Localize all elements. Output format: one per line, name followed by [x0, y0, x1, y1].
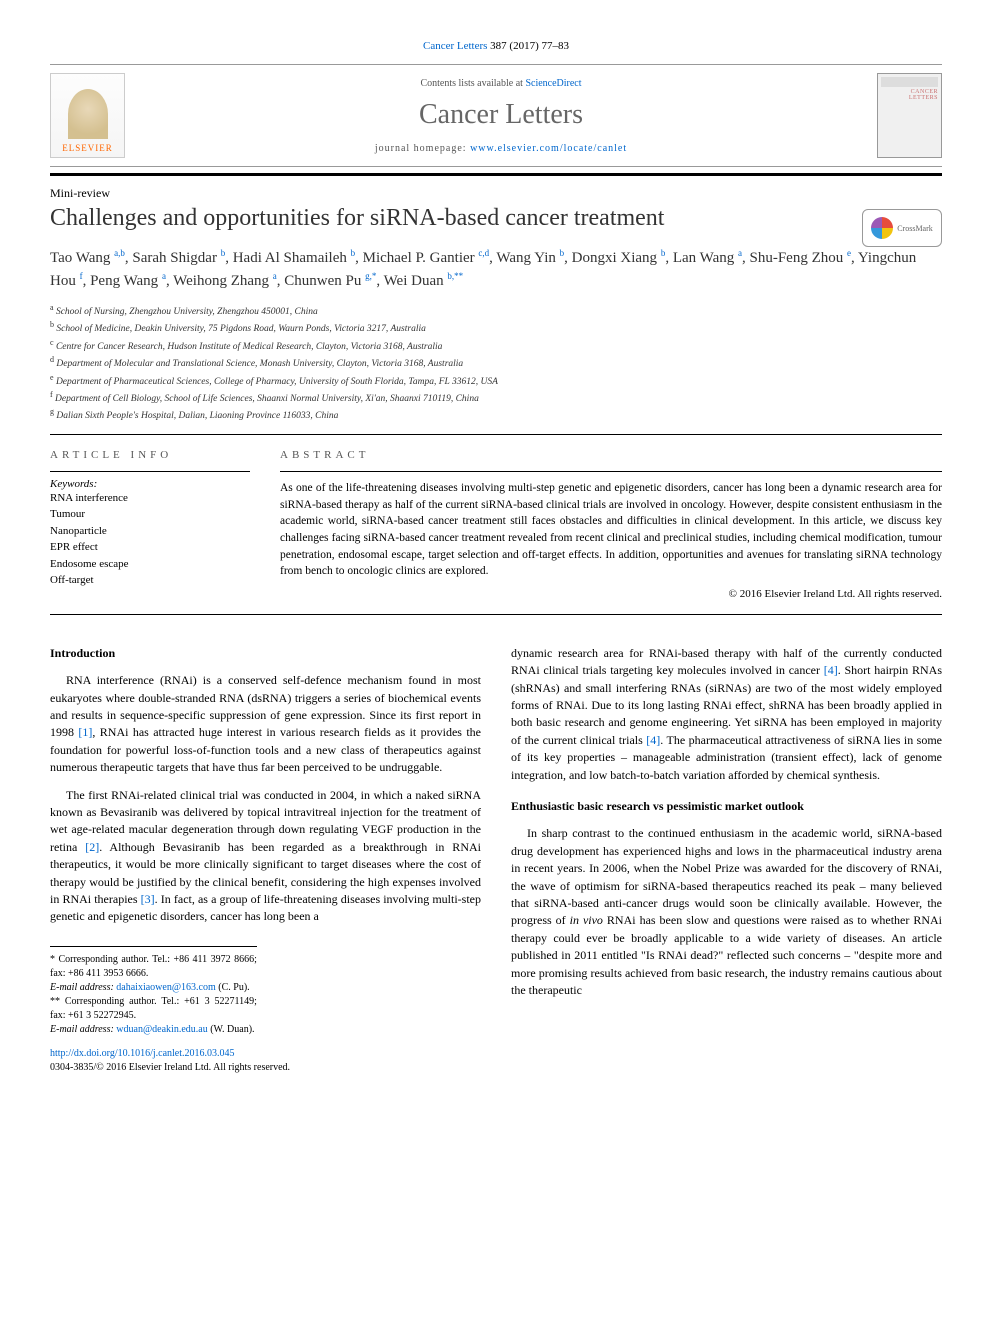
rule-thin [50, 471, 250, 472]
doi-block: http://dx.doi.org/10.1016/j.canlet.2016.… [50, 1047, 481, 1076]
journal-name: Cancer Letters [125, 99, 877, 131]
corresponding-author-1: * Corresponding author. Tel.: +86 411 39… [50, 953, 257, 981]
body-column-right: dynamic research area for RNAi-based the… [511, 645, 942, 1076]
affiliations-list: a School of Nursing, Zhengzhou Universit… [50, 302, 942, 424]
email-suffix: (W. Duan). [208, 1024, 255, 1035]
article-title: Challenges and opportunities for siRNA-b… [50, 205, 842, 232]
homepage-line: journal homepage: www.elsevier.com/locat… [125, 143, 877, 154]
section-heading-intro: Introduction [50, 645, 481, 662]
journal-cover-thumbnail[interactable]: CANCER LETTERS [877, 73, 942, 158]
citation-journal-link[interactable]: Cancer Letters [423, 40, 487, 52]
abstract-block: ABSTRACT As one of the life-threatening … [280, 449, 942, 600]
cover-badge-icon [881, 77, 938, 87]
crossmark-label: CrossMark [897, 224, 933, 233]
crossmark-badge[interactable]: CrossMark [862, 209, 942, 247]
email-line-1: E-mail address: dahaixiaowen@163.com (C.… [50, 981, 257, 995]
keywords-label: Keywords: [50, 478, 250, 490]
email-link-2[interactable]: wduan@deakin.edu.au [116, 1024, 207, 1035]
authors-list: Tao Wang a,b, Sarah Shigdar b, Hadi Al S… [50, 247, 942, 292]
affiliation-item: e Department of Pharmaceutical Sciences,… [50, 372, 942, 389]
elsevier-label: ELSEVIER [62, 143, 113, 153]
affiliation-item: f Department of Cell Biology, School of … [50, 389, 942, 406]
footnotes-block: * Corresponding author. Tel.: +86 411 39… [50, 946, 257, 1037]
cover-title: CANCER LETTERS [881, 89, 938, 101]
rule-thin [50, 434, 942, 435]
contents-prefix: Contents lists available at [420, 78, 525, 89]
email-label: E-mail address: [50, 982, 116, 993]
body-paragraph: In sharp contrast to the continued enthu… [511, 825, 942, 999]
email-line-2: E-mail address: wduan@deakin.edu.au (W. … [50, 1023, 257, 1037]
doi-link[interactable]: http://dx.doi.org/10.1016/j.canlet.2016.… [50, 1048, 235, 1059]
affiliation-item: a School of Nursing, Zhengzhou Universit… [50, 302, 942, 319]
body-paragraph: The first RNAi-related clinical trial wa… [50, 787, 481, 926]
abstract-text: As one of the life-threatening diseases … [280, 480, 942, 580]
affiliation-item: c Centre for Cancer Research, Hudson Ins… [50, 337, 942, 354]
issn-copyright: 0304-3835/© 2016 Elsevier Ireland Ltd. A… [50, 1061, 481, 1076]
keyword-item: Tumour [50, 506, 250, 523]
homepage-prefix: journal homepage: [375, 143, 470, 154]
elsevier-logo[interactable]: ELSEVIER [50, 73, 125, 158]
citation-vol-pages: 387 (2017) 77–83 [487, 40, 569, 52]
email-label: E-mail address: [50, 1024, 116, 1035]
section-heading-market: Enthusiastic basic research vs pessimist… [511, 798, 942, 815]
abstract-heading: ABSTRACT [280, 449, 942, 461]
rule-thin [280, 471, 942, 472]
homepage-link[interactable]: www.elsevier.com/locate/canlet [470, 143, 627, 154]
affiliation-item: b School of Medicine, Deakin University,… [50, 319, 942, 336]
keyword-item: Nanoparticle [50, 523, 250, 540]
rule-thin [50, 614, 942, 615]
reference-link[interactable]: [1] [78, 725, 92, 739]
rule-thick [50, 173, 942, 176]
article-info-block: ARTICLE INFO Keywords: RNA interferenceT… [50, 449, 250, 600]
abstract-copyright: © 2016 Elsevier Ireland Ltd. All rights … [280, 588, 942, 600]
keyword-item: EPR effect [50, 539, 250, 556]
body-paragraph: dynamic research area for RNAi-based the… [511, 645, 942, 784]
affiliation-item: d Department of Molecular and Translatio… [50, 354, 942, 371]
reference-link[interactable]: [4] [646, 733, 660, 747]
reference-link[interactable]: [4] [824, 663, 838, 677]
reference-link[interactable]: [3] [141, 892, 155, 906]
citation-line: Cancer Letters 387 (2017) 77–83 [50, 40, 942, 52]
email-suffix: (C. Pu). [216, 982, 250, 993]
keyword-item: Off-target [50, 572, 250, 589]
sciencedirect-link[interactable]: ScienceDirect [525, 78, 581, 89]
article-type: Mini-review [50, 186, 942, 201]
crossmark-circle-icon [871, 217, 893, 239]
affiliation-item: g Dalian Sixth People's Hospital, Dalian… [50, 406, 942, 423]
keywords-list: RNA interferenceTumourNanoparticleEPR ef… [50, 490, 250, 589]
email-link-1[interactable]: dahaixiaowen@163.com [116, 982, 215, 993]
reference-link[interactable]: [2] [85, 840, 99, 854]
article-info-heading: ARTICLE INFO [50, 449, 250, 461]
elsevier-tree-icon [68, 89, 108, 139]
body-paragraph: RNA interference (RNAi) is a conserved s… [50, 672, 481, 776]
keyword-item: RNA interference [50, 490, 250, 507]
body-column-left: Introduction RNA interference (RNAi) is … [50, 645, 481, 1076]
corresponding-author-2: ** Corresponding author. Tel.: +61 3 522… [50, 995, 257, 1023]
header-band: ELSEVIER Contents lists available at Sci… [50, 64, 942, 167]
contents-line: Contents lists available at ScienceDirec… [125, 78, 877, 89]
keyword-item: Endosome escape [50, 556, 250, 573]
